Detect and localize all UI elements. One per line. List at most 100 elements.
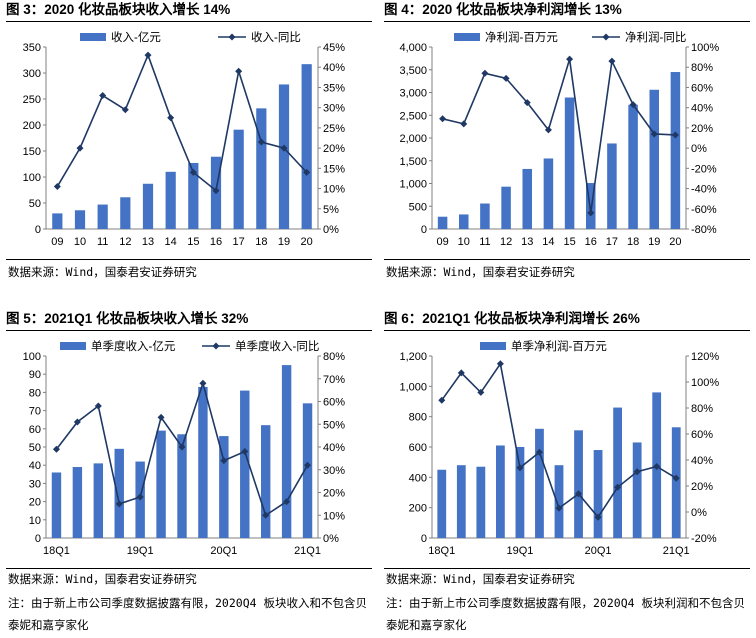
x-tick-label: 19Q1 <box>506 545 533 557</box>
chart-profit-2020: 0 500 1,000 1,500 2,000 2,500 3,000 3,500 4,000 -… <box>399 30 719 248</box>
source-text: 数据来源：Wind，国泰君安证券研究 <box>8 572 197 586</box>
chart-title: 图 6：2021Q1 化妆品板块净利润增长 26% <box>384 311 640 326</box>
bar <box>156 430 166 538</box>
bar <box>240 390 250 538</box>
left-tick-label: 4,000 <box>399 42 427 54</box>
line-point <box>614 483 622 491</box>
line-point <box>144 51 152 59</box>
x-tick-label: 19 <box>278 236 290 248</box>
x-tick-label: 10 <box>458 236 470 248</box>
x-tick-label: 13 <box>142 236 154 248</box>
bar <box>564 97 575 229</box>
right-tick-label: 60% <box>691 429 713 441</box>
left-tick-label: 0 <box>35 224 41 236</box>
chart-title: 图 4：2020 化妆品板块净利润增长 13% <box>384 2 622 17</box>
line-point <box>653 463 661 470</box>
x-tick-label: 11 <box>479 236 490 248</box>
bar <box>535 428 544 538</box>
bar <box>515 447 525 538</box>
line-point <box>304 461 312 469</box>
legend-bar-swatch <box>454 33 480 41</box>
left-tick-label: 20 <box>29 497 41 509</box>
right-tick-label: 0% <box>691 143 707 155</box>
left-tick-label: 80 <box>29 387 41 399</box>
line-point <box>53 183 61 191</box>
legend-line-label: 收入-同比 <box>251 30 301 44</box>
left-tick-label: 250 <box>23 94 41 106</box>
line-point <box>629 101 637 109</box>
line-point <box>99 92 107 100</box>
right-tick-label: -20% <box>691 163 717 175</box>
line-point <box>566 55 574 63</box>
legend-line-marker <box>228 33 236 41</box>
line-point <box>121 106 129 114</box>
bar <box>256 108 267 229</box>
x-tick-label: 21Q1 <box>663 545 690 557</box>
x-tick-label: 19Q1 <box>127 545 154 557</box>
x-tick-label: 18Q1 <box>43 545 70 557</box>
left-tick-label: 100 <box>23 351 41 363</box>
line-point <box>157 413 165 421</box>
x-tick-label: 19 <box>648 236 660 248</box>
bar <box>458 214 469 229</box>
legend-bar-swatch <box>60 342 86 350</box>
left-tick-label: 100 <box>23 172 41 184</box>
left-tick-label: 30 <box>29 478 41 490</box>
x-tick-label: 18 <box>627 236 639 248</box>
x-tick-label: 14 <box>542 236 554 248</box>
right-tick-label: 20% <box>691 481 713 493</box>
line-point <box>76 144 84 152</box>
right-tick-label: -60% <box>691 204 717 216</box>
right-tick-label: 40% <box>323 442 345 454</box>
left-tick-label: 1,200 <box>399 351 427 363</box>
line-point <box>672 474 680 482</box>
right-tick-label: 80% <box>691 403 713 415</box>
chart-panel-profit-2021q1: 图 6：2021Q1 化妆品板块净利润增长 26% 0 200 400 600 800 1… <box>384 309 750 638</box>
chart-revenue-2020: 0 50 100 150 200 250 300 350 0% 5% 10% 15% 20% 25% 30%… <box>23 30 346 248</box>
x-tick-label: 12 <box>500 236 512 248</box>
title-rule <box>384 21 750 22</box>
bar <box>281 365 292 538</box>
chart-profit-quarterly: 0 200 400 600 800 1,000 1,200 -20% 0% 20% 40% 60% 80… <box>399 339 719 557</box>
bottom-rule <box>384 259 750 260</box>
bottom-rule <box>384 568 750 569</box>
bar <box>501 186 511 229</box>
bottom-rule <box>6 259 372 260</box>
bar <box>628 104 638 229</box>
x-tick-label: 18Q1 <box>428 545 455 557</box>
line-point <box>178 443 186 451</box>
x-tick-label: 20Q1 <box>585 545 612 557</box>
left-tick-label: 400 <box>409 472 427 484</box>
x-tick-label: 12 <box>119 236 131 248</box>
line-point <box>303 168 311 176</box>
left-tick-label: 50 <box>29 198 41 210</box>
left-tick-label: 0 <box>421 533 427 545</box>
x-tick-label: 15 <box>187 236 199 248</box>
left-tick-label: 50 <box>29 442 41 454</box>
chart-title: 图 3：2020 化妆品板块收入增长 14% <box>6 2 231 17</box>
bar <box>219 436 229 538</box>
bar <box>456 465 466 538</box>
left-tick-label: 3,000 <box>399 88 427 100</box>
bar <box>649 89 660 230</box>
bar <box>613 407 623 538</box>
bar <box>671 427 681 538</box>
left-tick-label: 600 <box>409 442 427 454</box>
right-tick-label: 40% <box>691 103 713 115</box>
right-tick-label: 40% <box>323 62 345 74</box>
left-tick-label: 800 <box>409 412 427 424</box>
legend-bar-swatch <box>480 342 506 350</box>
left-tick-label: 300 <box>23 68 41 80</box>
bar <box>97 204 108 229</box>
x-tick-label: 16 <box>585 236 597 248</box>
left-tick-label: 500 <box>409 201 427 213</box>
bar <box>632 442 642 538</box>
bar <box>301 64 312 229</box>
x-tick-label: 17 <box>606 236 618 248</box>
bar <box>670 72 681 230</box>
x-tick-label: 17 <box>233 236 245 248</box>
bar <box>302 403 313 538</box>
line-point <box>220 457 228 465</box>
legend-bar-label: 单季净利润-百万元 <box>511 339 607 353</box>
left-tick-label: 1,500 <box>399 156 427 168</box>
